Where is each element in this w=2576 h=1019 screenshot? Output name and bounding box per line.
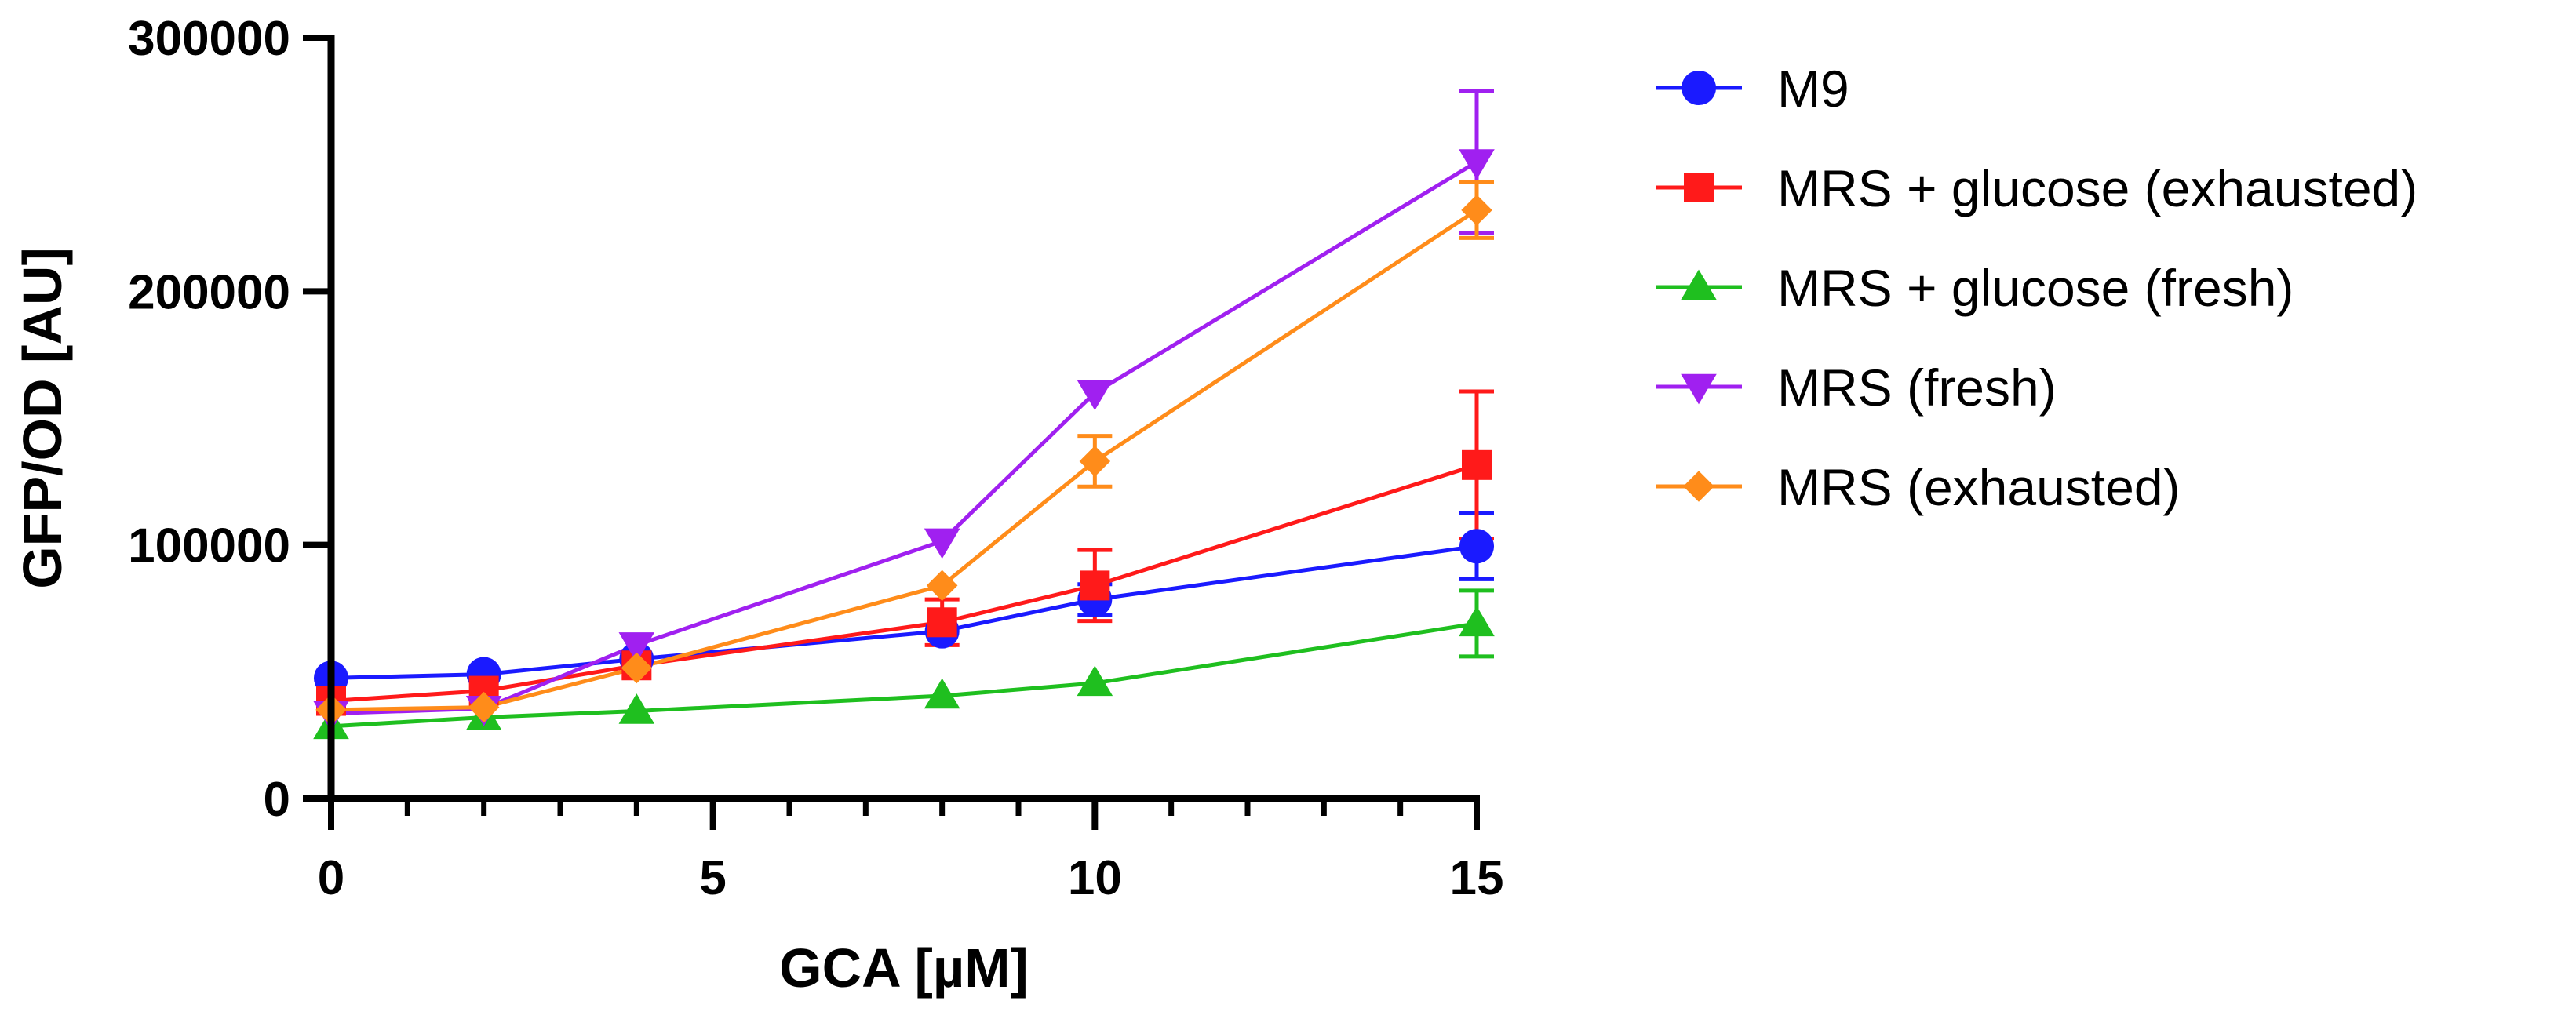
- series-5-points: [315, 195, 1492, 726]
- series-5: [330, 180, 1494, 712]
- x-tick-label: 0: [318, 851, 344, 905]
- data-point: [618, 632, 655, 663]
- x-tick-label: 15: [1450, 851, 1504, 905]
- data-point: [1459, 529, 1495, 564]
- legend-marker: [1681, 373, 1717, 405]
- data-point: [468, 691, 500, 723]
- legend-item: MRS + glucose (exhausted): [1656, 159, 2418, 217]
- axes: 0 100000 200000 300000 0 5 10 15: [128, 12, 1503, 905]
- data-point: [618, 693, 655, 724]
- legend-label: MRS + glucose (fresh): [1777, 259, 2294, 317]
- plot-area: [313, 89, 1495, 740]
- legend: M9 MRS + glucose (exhausted) MRS + glucose…: [1656, 60, 2418, 516]
- series-line: [330, 463, 1477, 704]
- data-point: [621, 652, 653, 684]
- legend-marker: [1681, 269, 1717, 300]
- legend-marker: [1683, 471, 1714, 502]
- data-point: [924, 528, 960, 559]
- data-point: [1077, 380, 1113, 411]
- legend-label: MRS + glucose (exhausted): [1777, 159, 2418, 217]
- y-tick-label: 300000: [128, 12, 290, 66]
- y-tick-label: 200000: [128, 265, 290, 319]
- legend-marker: [1681, 70, 1717, 106]
- data-point: [927, 607, 957, 638]
- data-point: [924, 678, 960, 709]
- data-point: [1080, 570, 1110, 601]
- legend-label: M9: [1777, 60, 1849, 118]
- series-line: [330, 160, 1478, 716]
- data-point: [1459, 149, 1495, 180]
- y-axis-title: GFP/OD [AU]: [12, 247, 73, 589]
- series-2: [330, 389, 1494, 704]
- legend-item: MRS + glucose (fresh): [1656, 259, 2294, 317]
- data-point: [1462, 449, 1492, 480]
- data-point: [1461, 195, 1492, 226]
- data-point: [926, 570, 958, 602]
- data-point: [1077, 665, 1113, 697]
- series-4: [330, 89, 1494, 716]
- legend-label: MRS (fresh): [1777, 358, 2057, 417]
- series-3: [330, 588, 1494, 729]
- data-point: [1459, 606, 1495, 637]
- legend-marker: [1684, 173, 1714, 202]
- y-tick-label: 0: [264, 773, 290, 827]
- x-tick-label: 5: [699, 851, 726, 905]
- legend-item: M9: [1656, 60, 1849, 118]
- y-tick-label: 100000: [128, 519, 290, 573]
- x-axis-title: GCA [µM]: [779, 937, 1029, 999]
- series-1: [330, 511, 1494, 680]
- series-line: [330, 208, 1478, 712]
- legend-item: MRS (exhausted): [1656, 458, 2181, 516]
- series-2-points: [316, 449, 1492, 716]
- series-line: [330, 544, 1477, 680]
- x-tick-label: 10: [1068, 851, 1122, 905]
- data-point: [1079, 446, 1111, 477]
- series-line: [330, 621, 1477, 729]
- legend-item: MRS (fresh): [1656, 358, 2057, 417]
- legend-label: MRS (exhausted): [1777, 458, 2181, 516]
- series-4-points: [313, 149, 1495, 732]
